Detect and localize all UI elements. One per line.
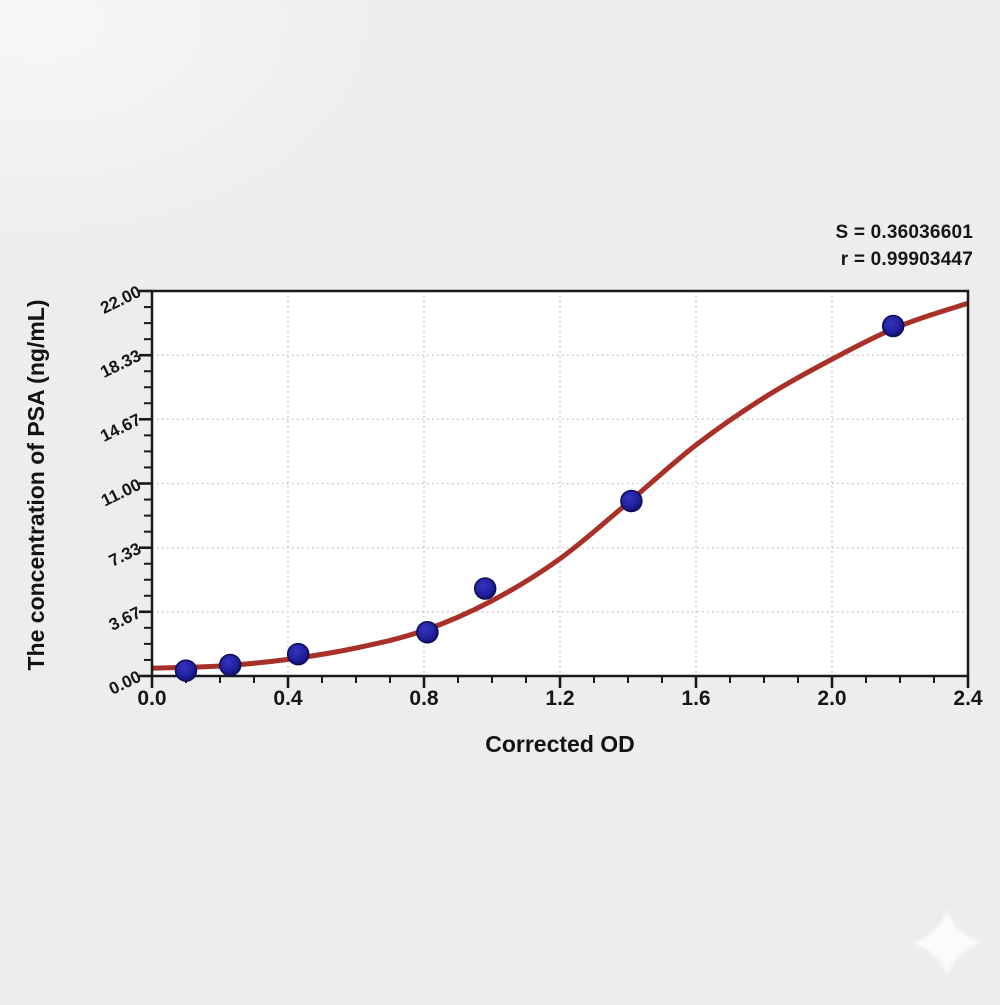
x-tick-label: 2.0 <box>817 687 847 710</box>
data-point <box>174 659 198 682</box>
x-tick-label: 0.4 <box>273 687 303 710</box>
data-point <box>416 621 439 644</box>
x-axis-title: Corrected OD <box>485 731 635 757</box>
sparkle-watermark-icon <box>913 909 981 977</box>
data-point <box>473 577 497 600</box>
x-tick-label: 1.2 <box>545 687 575 710</box>
x-tick-label: 2.4 <box>953 687 983 710</box>
plot-background <box>152 291 968 676</box>
r-value: r = 0.99903447 <box>840 249 973 270</box>
data-point <box>286 642 310 666</box>
y-axis-title: The concentration of PSA (ng/mL) <box>23 299 49 671</box>
x-tick-label: 1.6 <box>681 687 711 710</box>
data-point <box>881 314 905 338</box>
data-point <box>620 489 643 513</box>
x-tick-label: 0.8 <box>409 687 439 710</box>
fit-statistics: S = 0.36036601 r = 0.99903447 <box>835 219 973 273</box>
data-point <box>218 653 242 677</box>
s-value: S = 0.36036601 <box>835 222 973 243</box>
x-tick-label: 0.0 <box>137 687 167 710</box>
fit-curve <box>152 300 968 671</box>
